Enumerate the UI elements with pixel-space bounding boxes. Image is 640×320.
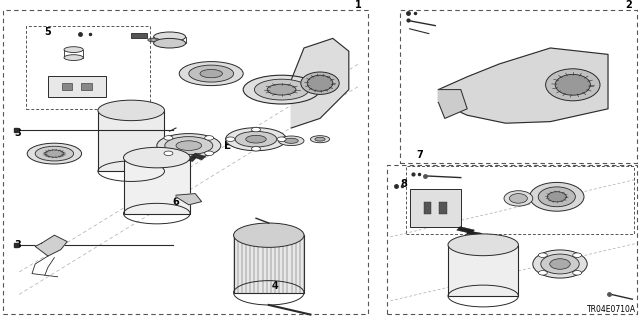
Bar: [131, 33, 147, 38]
Bar: [448, 245, 518, 296]
Bar: [486, 236, 503, 243]
Text: 5: 5: [45, 27, 51, 37]
Text: 2: 2: [625, 0, 632, 10]
Ellipse shape: [310, 136, 330, 143]
Polygon shape: [176, 194, 202, 205]
Circle shape: [573, 271, 582, 275]
Ellipse shape: [301, 72, 339, 94]
Ellipse shape: [541, 254, 579, 274]
Ellipse shape: [307, 75, 333, 91]
Bar: [178, 154, 196, 162]
Ellipse shape: [98, 100, 164, 121]
Text: 8: 8: [400, 179, 407, 189]
Bar: [424, 202, 431, 214]
Ellipse shape: [509, 194, 527, 203]
Ellipse shape: [278, 136, 304, 146]
Ellipse shape: [504, 191, 533, 206]
Ellipse shape: [28, 143, 82, 164]
Bar: [124, 157, 190, 214]
Ellipse shape: [226, 128, 287, 151]
Circle shape: [538, 271, 547, 275]
Ellipse shape: [243, 75, 320, 104]
Ellipse shape: [538, 187, 575, 207]
Ellipse shape: [448, 234, 518, 256]
Ellipse shape: [315, 137, 325, 141]
Circle shape: [252, 127, 260, 132]
Ellipse shape: [236, 131, 277, 147]
Ellipse shape: [550, 259, 570, 269]
Bar: [476, 234, 490, 240]
Ellipse shape: [547, 192, 566, 202]
Circle shape: [164, 151, 173, 156]
Ellipse shape: [529, 182, 584, 211]
Bar: [467, 231, 482, 236]
Ellipse shape: [246, 135, 266, 143]
Text: 4: 4: [272, 281, 278, 291]
Ellipse shape: [268, 84, 296, 95]
Ellipse shape: [284, 138, 298, 143]
Circle shape: [164, 136, 173, 140]
Ellipse shape: [148, 38, 159, 42]
Circle shape: [226, 137, 235, 141]
Text: 7: 7: [416, 150, 423, 160]
Bar: [191, 153, 206, 160]
Circle shape: [205, 136, 214, 140]
Bar: [457, 227, 474, 234]
Ellipse shape: [64, 55, 83, 60]
Bar: [172, 157, 185, 163]
Bar: [162, 151, 179, 158]
Ellipse shape: [150, 39, 157, 41]
Ellipse shape: [189, 65, 234, 82]
Ellipse shape: [165, 137, 212, 155]
Circle shape: [252, 147, 260, 151]
Ellipse shape: [154, 38, 186, 48]
Circle shape: [538, 253, 547, 257]
Ellipse shape: [176, 141, 202, 150]
Ellipse shape: [179, 61, 243, 85]
Text: 1: 1: [355, 0, 362, 10]
Ellipse shape: [64, 47, 83, 52]
Bar: [439, 202, 447, 214]
Text: E-6: E-6: [224, 140, 243, 151]
Circle shape: [573, 253, 582, 257]
Ellipse shape: [124, 147, 190, 168]
Polygon shape: [438, 90, 467, 118]
Ellipse shape: [545, 69, 600, 101]
Bar: [98, 110, 164, 171]
Ellipse shape: [154, 32, 186, 42]
Circle shape: [277, 137, 286, 141]
Ellipse shape: [45, 150, 64, 157]
Bar: [234, 235, 304, 293]
Bar: [410, 189, 461, 227]
Ellipse shape: [555, 74, 590, 95]
Polygon shape: [291, 38, 349, 128]
Ellipse shape: [200, 69, 223, 78]
Ellipse shape: [255, 79, 309, 100]
Ellipse shape: [234, 223, 304, 247]
Polygon shape: [35, 235, 67, 256]
Text: 3: 3: [14, 128, 21, 138]
Text: TR04E0710A: TR04E0710A: [587, 305, 636, 314]
Bar: [62, 83, 72, 90]
Text: 6: 6: [173, 197, 179, 207]
FancyBboxPatch shape: [48, 76, 106, 97]
Text: 3: 3: [14, 240, 21, 250]
Ellipse shape: [532, 250, 588, 278]
Ellipse shape: [157, 134, 221, 158]
Ellipse shape: [35, 146, 74, 161]
Bar: [81, 83, 92, 90]
Circle shape: [205, 151, 214, 156]
Polygon shape: [438, 48, 608, 123]
